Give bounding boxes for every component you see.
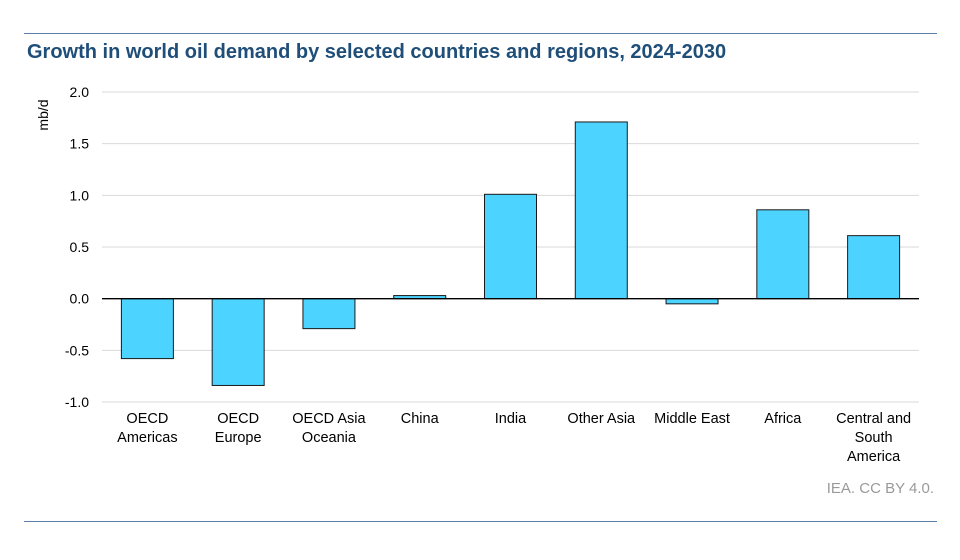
bottom-rule <box>24 521 937 522</box>
x-tick-label: Africa <box>764 411 802 427</box>
y-tick-label: -0.5 <box>65 342 89 358</box>
y-tick-label: 2.0 <box>70 84 90 100</box>
x-tick-label: China <box>401 411 440 427</box>
x-tick-label: Middle East <box>654 411 730 427</box>
x-tick-label: OECD Asia <box>292 411 366 427</box>
x-tick-label: Americas <box>117 430 177 446</box>
y-tick-label: 0.0 <box>70 291 90 307</box>
y-tick-label: 1.5 <box>70 136 90 152</box>
y-tick-labels: 2.0 1.5 1.0 0.5 0.0 -0.5 -1.0 <box>65 84 89 410</box>
bar <box>484 193 537 300</box>
x-tick-label: Oceania <box>302 430 357 446</box>
top-rule <box>24 33 937 34</box>
x-tick-label: Central and <box>836 411 911 427</box>
x-tick-label: Other Asia <box>567 411 636 427</box>
x-tick-label: OECD <box>126 411 168 427</box>
x-tick-label: America <box>847 449 901 465</box>
x-tick-labels: OECD Americas OECD Europe OECD Asia Oceania Ch… <box>117 411 911 465</box>
x-tick-label: South <box>855 430 893 446</box>
y-tick-label: 1.0 <box>70 187 90 203</box>
bar <box>211 298 265 386</box>
bar <box>665 298 719 305</box>
bars <box>120 121 901 386</box>
bar <box>756 209 810 300</box>
y-tick-label: -1.0 <box>65 394 89 410</box>
x-tick-label: Europe <box>215 430 262 446</box>
source-credit: IEA. CC BY 4.0. <box>826 480 934 497</box>
bar <box>120 298 174 360</box>
bar <box>847 235 901 300</box>
bar <box>302 298 356 330</box>
chart-title: Growth in world oil demand by selected c… <box>27 41 727 63</box>
y-axis-label: mb/d <box>35 99 51 130</box>
y-tick-label: 0.5 <box>70 239 90 255</box>
bar <box>574 121 628 300</box>
x-tick-label: OECD <box>217 411 259 427</box>
x-tick-label: India <box>495 411 527 427</box>
